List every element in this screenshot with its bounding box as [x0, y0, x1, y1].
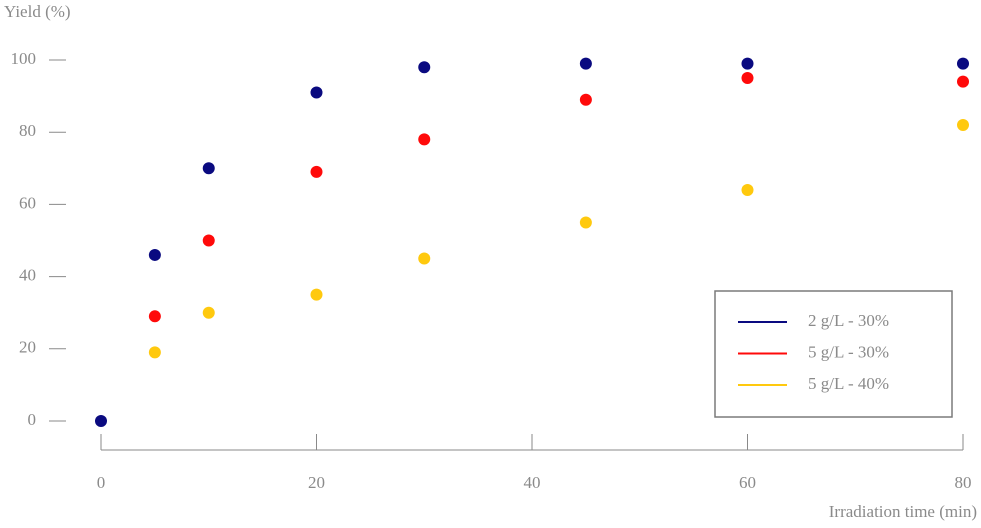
- point: [957, 57, 969, 70]
- x-tick-label: 0: [97, 473, 106, 492]
- y-tick-label: 0: [28, 410, 37, 429]
- point: [310, 165, 323, 178]
- point: [579, 216, 592, 229]
- point: [202, 306, 215, 319]
- point: [148, 248, 161, 261]
- point: [418, 133, 431, 146]
- point: [310, 288, 323, 301]
- point: [95, 415, 107, 427]
- y-tick-label: 40: [19, 266, 36, 285]
- legend-label: 2 g/L - 30%: [808, 311, 889, 330]
- point: [741, 57, 754, 70]
- point: [579, 57, 592, 70]
- point: [957, 118, 969, 131]
- point: [579, 93, 592, 106]
- point: [957, 75, 969, 88]
- point: [418, 61, 431, 74]
- legend-label: 5 g/L - 30%: [808, 342, 889, 361]
- point: [202, 234, 215, 247]
- y-tick-label: 60: [19, 193, 36, 212]
- y-tick-label: 20: [19, 338, 36, 357]
- x-tick-label: 40: [524, 473, 541, 492]
- legend-label: 5 g/L - 40%: [808, 374, 889, 393]
- x-axis-title: Irradiation time (min): [829, 502, 977, 521]
- x-tick-label: 80: [955, 473, 972, 492]
- x-tick-label: 20: [308, 473, 325, 492]
- point: [202, 162, 215, 175]
- point: [148, 346, 161, 359]
- point: [741, 183, 754, 196]
- point: [148, 310, 161, 323]
- point: [310, 86, 323, 99]
- y-axis-title: Yield (%): [4, 2, 71, 21]
- y-tick-label: 100: [11, 49, 37, 68]
- y-tick-label: 80: [19, 121, 36, 140]
- x-tick-label: 60: [739, 473, 756, 492]
- point: [418, 252, 431, 265]
- point: [741, 72, 754, 85]
